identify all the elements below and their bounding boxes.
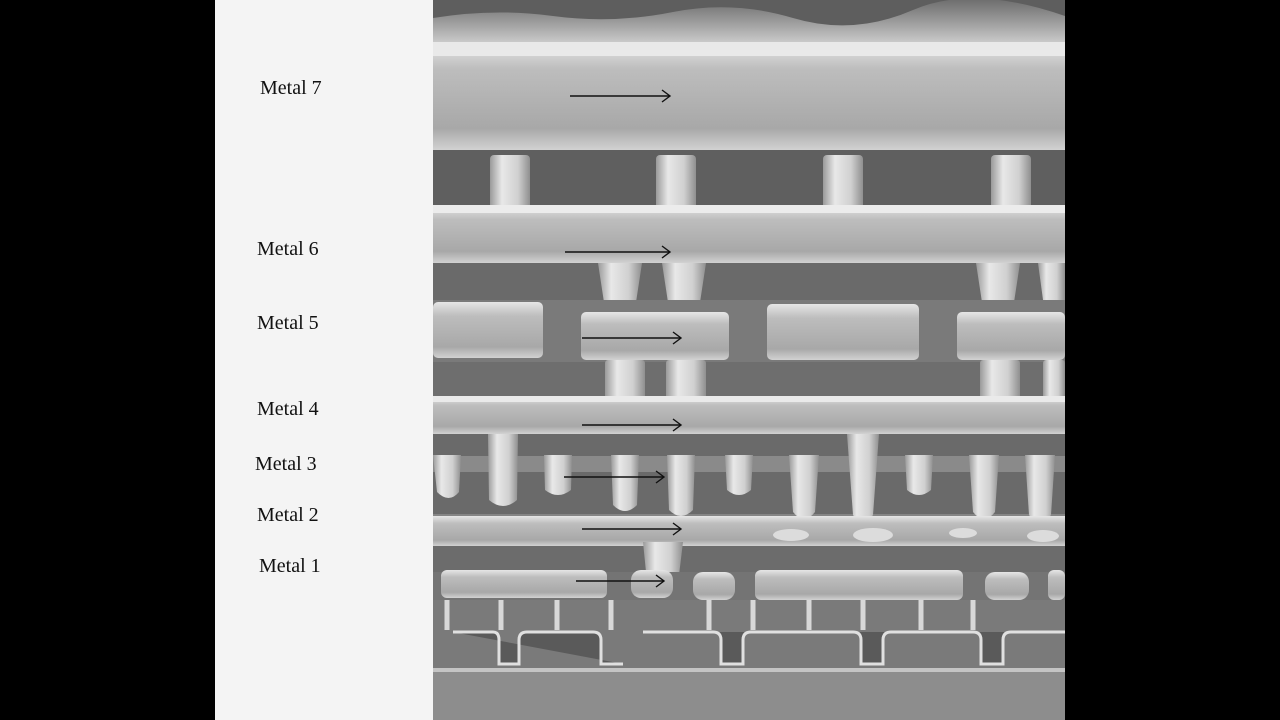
sem-cross-section-image [433,0,1065,720]
slide: Metal 7 Metal 6 Metal 5 Metal 4 Metal 3 … [215,0,1065,720]
label-panel [215,0,433,720]
label-metal-2: Metal 2 [257,504,319,526]
label-metal-5: Metal 5 [257,312,319,334]
label-metal-3: Metal 3 [255,453,317,475]
label-metal-1: Metal 1 [259,555,321,577]
label-metal-6: Metal 6 [257,238,319,260]
label-metal-4: Metal 4 [257,398,319,420]
label-metal-7: Metal 7 [260,77,322,99]
